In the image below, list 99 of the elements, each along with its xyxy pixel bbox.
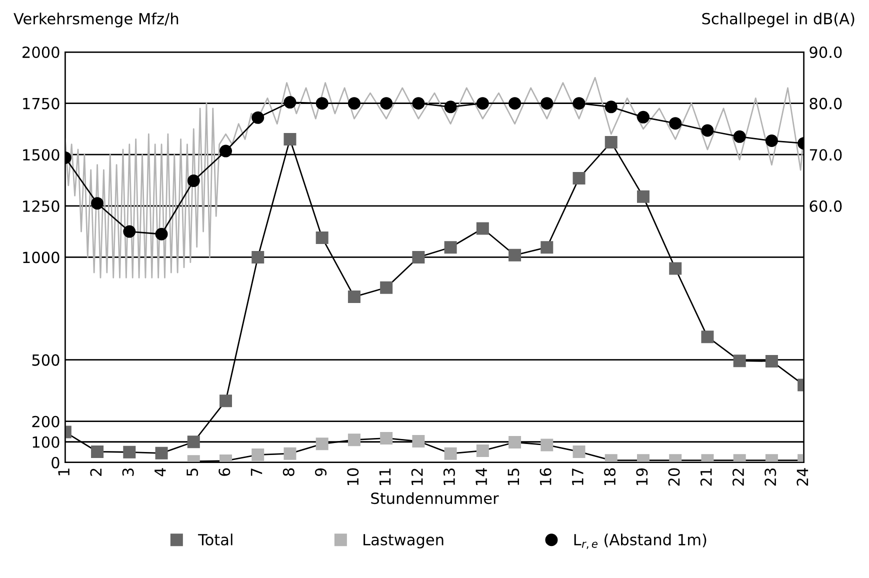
- point: [380, 97, 393, 110]
- x-tick-label: 2: [90, 468, 102, 476]
- x-tick-label: 11: [379, 468, 391, 486]
- point: [220, 394, 232, 408]
- x-tick-label: 5: [186, 468, 198, 476]
- point: [669, 117, 682, 130]
- point: [91, 445, 104, 458]
- x-tick-label: 12: [411, 468, 423, 486]
- point: [380, 281, 393, 294]
- point: [220, 144, 232, 158]
- point: [476, 444, 489, 457]
- point: [284, 447, 296, 460]
- x-tick-label: 13: [443, 468, 455, 486]
- point: [252, 250, 264, 264]
- x-tick-label: 22: [732, 468, 744, 486]
- y2-tick-label: 60.0: [810, 200, 842, 212]
- y-tick-label: 1250: [23, 200, 60, 212]
- point: [155, 228, 168, 240]
- point: [123, 225, 136, 238]
- y-tick-label: 0: [52, 456, 60, 468]
- x-tick-label: 7: [250, 468, 262, 476]
- point: [637, 190, 650, 203]
- point: [91, 197, 104, 210]
- y-tick-label: 200: [32, 416, 60, 428]
- x-tick-label: 8: [282, 468, 294, 476]
- y2-tick-label: 80.0: [810, 98, 842, 110]
- point: [637, 110, 650, 124]
- point: [123, 446, 136, 458]
- point: [412, 435, 425, 448]
- point: [476, 222, 489, 235]
- point: [187, 174, 200, 188]
- legend-label: L$_{r,e}$ (Abstand 1m): [574, 534, 706, 549]
- point: [765, 134, 778, 148]
- x-tick-label: 9: [314, 468, 327, 476]
- point: [540, 97, 554, 110]
- x-tick-label: 19: [636, 468, 648, 486]
- y2-tick-label: 70.0: [810, 149, 842, 161]
- x-tick-label: 16: [540, 468, 552, 486]
- y-tick-label: 1500: [23, 149, 60, 161]
- x-tick-label: 10: [347, 468, 359, 486]
- point: [540, 438, 554, 452]
- point: [155, 446, 168, 460]
- point: [444, 447, 457, 460]
- legend-label: Total: [198, 534, 232, 546]
- point: [284, 96, 296, 109]
- line-series: [65, 76, 804, 278]
- x-tick-label: 21: [700, 468, 712, 486]
- point: [508, 436, 522, 449]
- y2-axis-title: Schallpegel in dB(A): [702, 12, 854, 28]
- point: [316, 97, 328, 110]
- point: [252, 448, 264, 462]
- legend-label: Lastwagen: [364, 534, 444, 548]
- point: [348, 97, 360, 110]
- point: [733, 354, 746, 368]
- point: [348, 290, 360, 304]
- point: [348, 434, 360, 446]
- x-tick-label: 17: [572, 468, 584, 486]
- x-tick-label: 4: [154, 468, 166, 476]
- point: [669, 262, 682, 275]
- x-tick-label: 6: [218, 468, 230, 476]
- point: [444, 241, 457, 254]
- point: [572, 172, 586, 184]
- y-axis-title: Verkehrsmenge Mfz/h: [14, 12, 178, 28]
- point: [508, 248, 522, 262]
- point: [604, 136, 618, 149]
- x-tick-label: 15: [508, 468, 520, 486]
- y2-tick-label: 90.0: [810, 46, 842, 58]
- y-tick-label: 500: [32, 354, 60, 366]
- x-tick-label: 1: [58, 468, 70, 476]
- point: [733, 130, 746, 143]
- x-axis-title: Stundennummer: [371, 492, 499, 504]
- point: [701, 330, 714, 344]
- point: [540, 241, 554, 254]
- point: [765, 354, 778, 368]
- point: [508, 97, 522, 110]
- y-tick-label: 2000: [22, 46, 60, 58]
- point: [476, 97, 489, 110]
- point: [412, 97, 425, 110]
- point: [316, 231, 328, 244]
- point: [572, 445, 586, 458]
- point: [284, 132, 296, 146]
- point: [187, 436, 200, 448]
- x-tick-label: 24: [796, 468, 808, 486]
- y-tick-label: 1750: [23, 98, 60, 110]
- y-tick-label: 1000: [23, 252, 60, 264]
- x-tick-label: 20: [668, 468, 680, 486]
- point: [572, 97, 586, 110]
- x-tick-label: 3: [122, 468, 134, 476]
- point: [701, 124, 714, 137]
- point: [380, 432, 393, 444]
- point: [412, 250, 425, 264]
- point: [252, 111, 264, 124]
- x-tick-label: 18: [604, 468, 616, 486]
- point: [604, 100, 618, 114]
- point: [444, 100, 457, 114]
- y-tick-label: 100: [32, 436, 60, 448]
- x-tick-label: 23: [764, 468, 776, 486]
- x-tick-label: 14: [476, 468, 487, 486]
- point: [316, 438, 328, 450]
